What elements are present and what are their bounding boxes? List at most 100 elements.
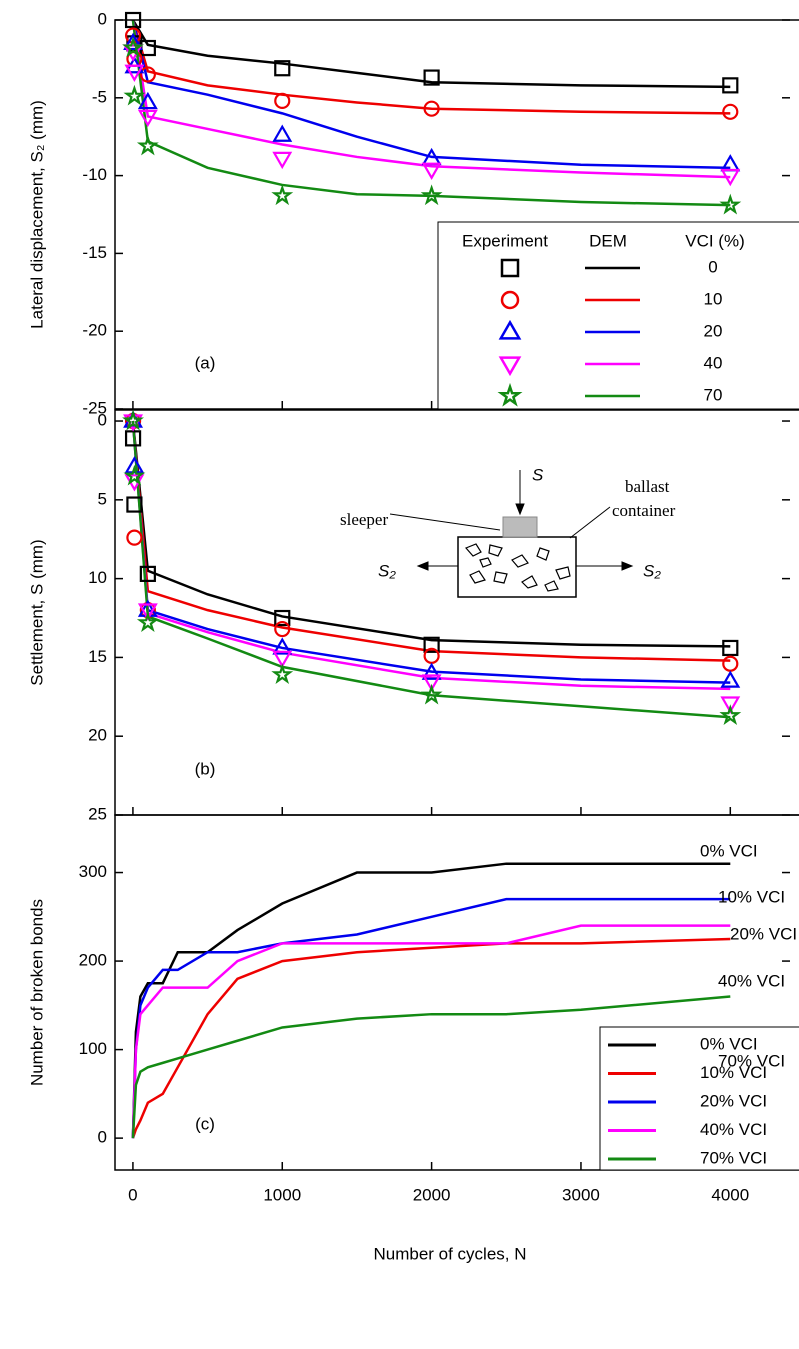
y-tick-label: 15 [88, 647, 107, 666]
marker [123, 410, 144, 428]
legend-marker [497, 382, 523, 407]
dem-line [131, 862, 731, 1139]
arrow-head [621, 561, 634, 571]
marker [124, 456, 145, 474]
marker [126, 529, 143, 546]
marker [126, 496, 143, 513]
y-tick-label: 10 [88, 568, 107, 587]
marker [423, 100, 440, 117]
legend-marker [498, 356, 522, 377]
legend-label: 20 [704, 321, 723, 340]
legend-label: 10 [704, 289, 723, 308]
marker [722, 639, 739, 657]
legend-label: 0% VCI [700, 1034, 758, 1053]
marker [720, 670, 741, 688]
panel-label: (a) [195, 353, 216, 372]
legend-box [599, 1026, 799, 1171]
ballast-particles [464, 543, 571, 592]
marker [136, 611, 159, 633]
marker [137, 603, 158, 621]
marker [274, 60, 291, 77]
y-axis-label: Settlement, S (mm) [27, 539, 46, 685]
container-pointer [569, 506, 611, 539]
x-tick-label: 0 [128, 1185, 137, 1204]
marker [123, 84, 146, 106]
marker [720, 696, 741, 714]
dem-line [131, 924, 731, 1139]
dem-line [131, 20, 731, 89]
line-annotation: 0% VCI [700, 841, 758, 860]
container-box [457, 536, 577, 598]
marker [139, 565, 156, 582]
y-tick-label: 200 [79, 951, 107, 970]
marker [720, 154, 741, 172]
y-tick-label: -20 [82, 321, 107, 340]
dem-line [131, 20, 731, 207]
y-tick-label: -10 [82, 165, 107, 184]
plot-frame [114, 814, 799, 1171]
line-annotation: 10% VCI [718, 887, 785, 906]
marker [122, 36, 145, 58]
sleeper-pointer [389, 513, 501, 531]
marker [272, 650, 293, 669]
y-tick-label: 20 [88, 726, 107, 745]
legend-marker [500, 290, 520, 310]
x-tick-label: 3000 [562, 1185, 600, 1204]
sleeper-box [502, 516, 538, 538]
inset-label: container [612, 501, 676, 520]
marker [719, 193, 742, 215]
dem-line [131, 20, 731, 115]
line-annotation: 70% VCI [718, 1051, 785, 1070]
dem-line [131, 995, 731, 1139]
inset-diagram [389, 470, 634, 598]
marker [137, 109, 158, 128]
marker [139, 66, 156, 83]
legend-label: 70% VCI [700, 1148, 767, 1167]
line-annotation: 40% VCI [718, 971, 785, 990]
y-tick-label: 25 [88, 804, 107, 823]
dem-line [131, 20, 731, 170]
y-tick-label: 300 [79, 862, 107, 881]
plot-area [131, 420, 731, 719]
plot-area [131, 20, 731, 207]
legend-header: DEM [589, 231, 627, 250]
marker [274, 92, 291, 110]
legend-label: 10% VCI [700, 1063, 767, 1082]
arrow-head [515, 503, 525, 516]
legend-box [437, 221, 799, 410]
legend-label: 70 [704, 385, 723, 404]
marker [420, 683, 443, 705]
marker [272, 637, 293, 655]
marker [423, 69, 440, 86]
marker [137, 91, 158, 110]
dem-line [131, 897, 731, 1139]
dem-line [131, 20, 731, 179]
marker [423, 636, 440, 653]
y-axis-label: Lateral displacement, S₂ (mm) [27, 100, 46, 329]
marker [271, 663, 294, 685]
legend-header: Experiment [462, 231, 548, 250]
inset-label: ballast [625, 477, 670, 496]
legend-label: 20% VCI [700, 1091, 767, 1110]
marker [274, 609, 291, 627]
x-tick-label: 4000 [711, 1185, 749, 1204]
y-tick-label: 0 [98, 1128, 107, 1147]
y-tick-label: 0 [98, 9, 107, 28]
dem-line [131, 420, 731, 648]
x-tick-label: 2000 [413, 1185, 451, 1204]
x-axis-label: Number of cycles, N [373, 1244, 526, 1263]
marker [720, 168, 741, 187]
legend-label: 40% VCI [700, 1120, 767, 1139]
panel-label: (c) [195, 1114, 215, 1133]
marker [421, 162, 442, 180]
legend-marker [498, 319, 522, 340]
inset-label: S [532, 465, 544, 484]
inset-label: sleeper [340, 510, 388, 529]
x-tick-label: 1000 [263, 1185, 301, 1204]
marker [272, 151, 293, 170]
legend-header: VCI (%) [685, 231, 745, 250]
marker [722, 77, 739, 94]
inset-label: S₂ [378, 561, 396, 580]
y-tick-label: -5 [92, 87, 107, 106]
